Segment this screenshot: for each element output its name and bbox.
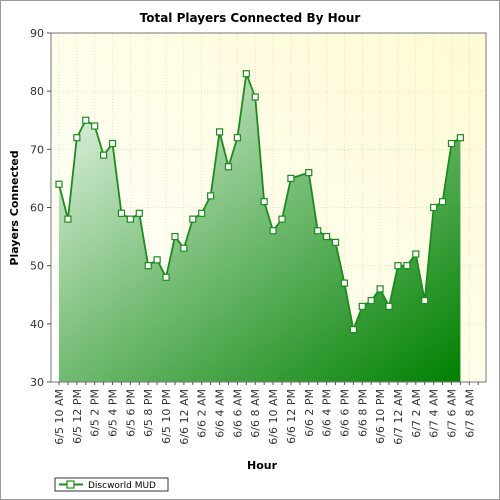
data-point xyxy=(73,134,81,142)
x-axis: 6/5 10 AM 6/5 12 PM 6/5 2 PM 6/5 4 PM 6/5 6 … xyxy=(53,382,479,445)
data-point xyxy=(403,262,411,270)
x-tick-label: 6/6 12 AM xyxy=(178,389,191,445)
x-tick-label: 6/5 10 AM xyxy=(53,389,66,445)
data-point xyxy=(108,139,117,148)
data-point xyxy=(358,302,366,310)
x-tick-label: 6/7 12 AM xyxy=(392,389,405,445)
x-tick-label: 6/7 6 AM xyxy=(445,389,458,438)
legend-marker-swatch xyxy=(66,480,75,489)
data-point xyxy=(55,180,63,188)
data-point xyxy=(99,151,108,159)
data-point xyxy=(340,279,349,287)
y-tick-label: 80 xyxy=(30,85,44,98)
data-point xyxy=(287,174,295,183)
legend-box xyxy=(54,477,169,492)
x-tick-label: 6/5 2 PM xyxy=(89,389,102,437)
y-axis-title: Players Connected xyxy=(8,150,21,265)
data-point xyxy=(153,256,161,264)
data-point xyxy=(447,139,456,148)
data-point xyxy=(180,244,188,252)
y-tick-label: 90 xyxy=(30,27,44,40)
data-point xyxy=(260,198,268,206)
data-point xyxy=(456,134,464,142)
series-line-discworld-mud xyxy=(58,73,461,333)
data-point xyxy=(349,326,357,334)
data-point xyxy=(82,116,90,124)
y-tick-label: 70 xyxy=(30,143,44,156)
data-point xyxy=(394,262,402,270)
data-point xyxy=(233,134,241,142)
data-point xyxy=(430,203,438,212)
data-point xyxy=(385,302,393,310)
x-tick-label: 6/6 12 PM xyxy=(285,389,298,444)
data-point xyxy=(367,296,375,305)
series-area-discworld-mud xyxy=(59,73,461,382)
y-tick-label: 60 xyxy=(30,202,44,215)
data-point xyxy=(421,296,429,305)
data-point xyxy=(376,285,384,293)
data-point xyxy=(171,232,179,241)
data-point xyxy=(126,215,134,223)
y-axis: 30 40 50 60 70 80 90 xyxy=(30,27,51,389)
x-tick-label: 6/7 4 AM xyxy=(428,389,441,438)
legend-label: Discworld MUD xyxy=(88,481,156,491)
data-point xyxy=(251,93,259,101)
x-axis-title: Hour xyxy=(247,459,278,472)
data-point xyxy=(224,163,233,171)
x-tick-label: 6/6 6 PM xyxy=(338,389,351,437)
y-tick-label: 40 xyxy=(30,318,44,331)
x-tick-label: 6/6 10 AM xyxy=(267,389,280,445)
x-tick-label: 6/5 10 PM xyxy=(160,389,173,444)
x-tick-label: 6/6 2 AM xyxy=(196,389,209,438)
data-point xyxy=(135,209,143,217)
y-tick-label: 30 xyxy=(30,376,44,389)
legend: Discworld MUD xyxy=(54,477,169,492)
x-tick-label: 6/6 4 PM xyxy=(321,389,334,437)
data-point xyxy=(215,128,224,136)
x-tick-label: 6/7 8 AM xyxy=(463,389,476,438)
data-point xyxy=(144,262,152,270)
x-tick-label: 6/6 4 AM xyxy=(214,389,227,438)
data-point xyxy=(91,122,99,130)
data-point xyxy=(331,238,340,246)
x-tick-label: 6/6 2 PM xyxy=(303,389,316,437)
x-tick-label: 6/5 6 PM xyxy=(124,389,137,437)
data-point xyxy=(162,273,170,281)
x-tick-label: 6/5 12 PM xyxy=(71,389,84,444)
data-point xyxy=(305,169,313,177)
data-point xyxy=(207,192,215,200)
x-tick-label: 6/5 8 PM xyxy=(142,389,155,437)
data-point xyxy=(278,215,286,223)
x-tick-label: 6/6 8 PM xyxy=(356,389,369,437)
data-point xyxy=(198,209,206,217)
chart-title: Total Players Connected By Hour xyxy=(140,11,361,25)
x-tick-label: 6/6 10 PM xyxy=(374,389,387,444)
data-point xyxy=(242,70,250,78)
data-point xyxy=(323,232,331,241)
data-point xyxy=(438,198,447,206)
marker-layer xyxy=(55,70,464,334)
data-point xyxy=(64,215,72,223)
data-point xyxy=(412,250,420,258)
x-tick-label: 6/5 4 PM xyxy=(107,389,120,437)
data-point xyxy=(314,227,322,235)
data-point xyxy=(117,209,126,217)
x-tick-label: 6/6 6 AM xyxy=(231,389,244,438)
area-layer xyxy=(58,73,461,382)
x-tick-label: 6/6 8 AM xyxy=(249,389,262,438)
x-tick-label: 6/7 2 AM xyxy=(410,389,423,438)
data-point xyxy=(269,227,277,235)
data-point xyxy=(189,215,197,223)
y-tick-label: 50 xyxy=(30,260,44,273)
